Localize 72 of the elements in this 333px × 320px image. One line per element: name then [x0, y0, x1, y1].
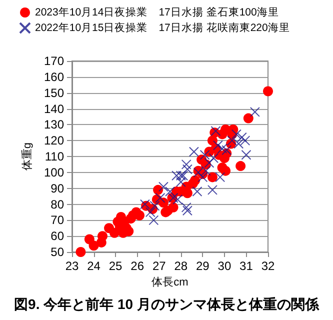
- point: [158, 182, 168, 192]
- point: [200, 150, 210, 160]
- x-tick-label: 23: [65, 259, 79, 273]
- point: [200, 166, 211, 176]
- y-tick-label: 90: [50, 181, 64, 196]
- point: [181, 159, 192, 170]
- point: [153, 184, 164, 195]
- point: [88, 240, 99, 251]
- x-tick-label: 25: [108, 259, 123, 273]
- x-tick-label: 32: [261, 259, 275, 273]
- x-tick-label: 28: [174, 259, 188, 273]
- y-tick-label: 160: [44, 70, 64, 84]
- y-tick-label: 110: [44, 150, 64, 164]
- y-tick-label: 130: [44, 118, 64, 132]
- y-tick-label: 100: [44, 165, 64, 180]
- y-tick-label: 150: [44, 86, 64, 100]
- point: [181, 202, 192, 212]
- point: [145, 207, 156, 218]
- point: [172, 194, 183, 204]
- point: [172, 170, 182, 181]
- point: [178, 170, 188, 181]
- point: [217, 144, 228, 154]
- point: [188, 146, 199, 157]
- x-tick-label: 24: [87, 259, 101, 273]
- point: [243, 113, 254, 124]
- point: [98, 231, 108, 242]
- point: [204, 158, 214, 168]
- point: [236, 132, 247, 142]
- point: [182, 164, 192, 174]
- point: [207, 184, 218, 195]
- y-tick-label: 140: [44, 102, 64, 116]
- y-tick-label: 120: [44, 134, 64, 148]
- point: [165, 186, 175, 197]
- point: [212, 140, 223, 150]
- x-tick-label: 30: [218, 259, 232, 273]
- point: [217, 162, 228, 173]
- point: [236, 161, 246, 172]
- point: [134, 210, 145, 220]
- point: [222, 145, 232, 156]
- point: [155, 192, 166, 203]
- point: [198, 172, 208, 182]
- x-axis-title: 体長cm: [152, 276, 188, 288]
- point: [227, 136, 238, 146]
- point: [240, 136, 250, 146]
- point: [208, 153, 219, 164]
- point: [168, 202, 178, 212]
- y-tick-label: 70: [50, 213, 64, 228]
- legend-label: 2022年10月15日夜操業 17日水揚 花咲南東220海里: [35, 21, 290, 34]
- y-tick-label: 80: [50, 197, 64, 212]
- x-tick-label: 27: [152, 259, 166, 273]
- point: [150, 200, 160, 211]
- y-axis-title: 体重g: [20, 142, 34, 171]
- point: [215, 172, 226, 182]
- point: [250, 106, 260, 117]
- point: [182, 188, 192, 198]
- y-tick-label: 60: [50, 229, 64, 244]
- point: [207, 172, 218, 182]
- x-tick-label: 26: [130, 259, 144, 273]
- point: [217, 129, 228, 140]
- point: [263, 86, 273, 96]
- point: [182, 206, 192, 216]
- point: [241, 150, 252, 160]
- legend-label: 2023年10月14日夜操業 17日水揚 釜石東100海里: [35, 6, 279, 18]
- x-tick-label: 31: [240, 259, 254, 273]
- y-tick-label: 170: [44, 54, 64, 68]
- point: [76, 247, 86, 257]
- y-tick-label: 50: [50, 245, 64, 259]
- text: 図9. 今年と前年 10 月のサンマ体長と体重の関係: [14, 296, 320, 312]
- point: [192, 186, 202, 197]
- point: [190, 175, 200, 186]
- point: [148, 215, 159, 226]
- x-tick-label: 29: [196, 259, 210, 273]
